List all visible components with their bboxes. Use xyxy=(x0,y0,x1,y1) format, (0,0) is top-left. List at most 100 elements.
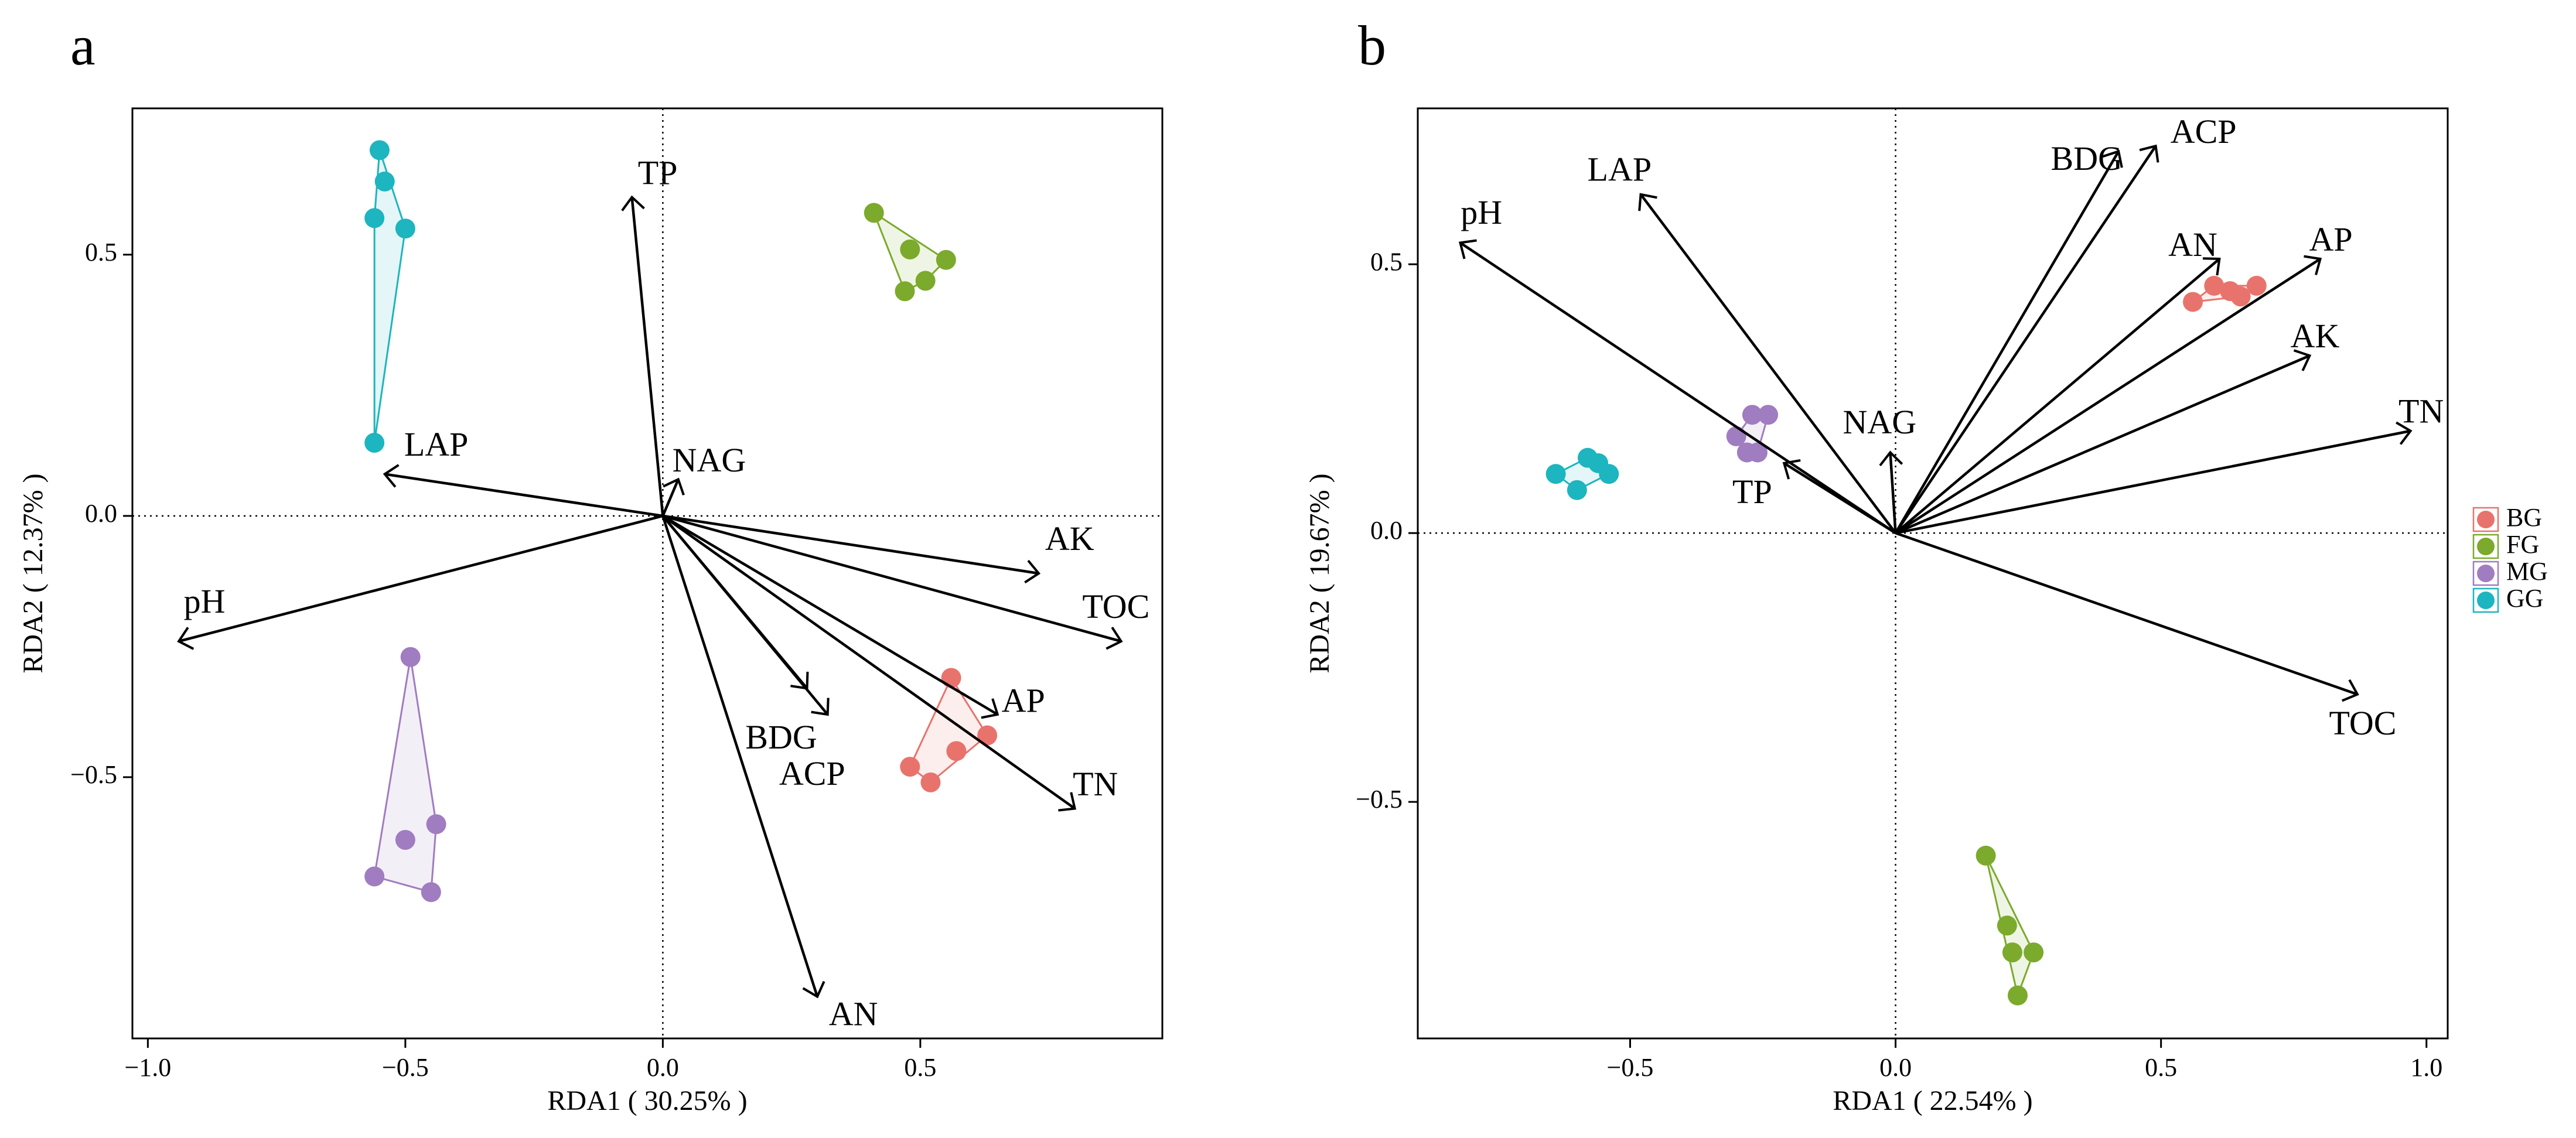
point-bg xyxy=(900,757,920,777)
x-tick-label: 0.5 xyxy=(904,1053,936,1082)
vector-label-tp: TP xyxy=(1732,473,1772,511)
vector-label-an: AN xyxy=(2168,225,2217,264)
x-tick-label: 1.0 xyxy=(2410,1053,2442,1082)
vector-label-nag: NAG xyxy=(1843,403,1917,441)
point-gg xyxy=(1545,464,1566,484)
vector-bdg xyxy=(1894,149,2123,534)
y-axis-ticks-b: −0.5 0.0 0.5 xyxy=(1356,247,1418,814)
y-tick-label: −0.5 xyxy=(70,760,117,789)
legend-key-mg xyxy=(2472,561,2499,586)
vector-label-tn: TN xyxy=(1073,765,1118,803)
point-bg xyxy=(2230,286,2251,307)
legend-swatch-gg xyxy=(2477,592,2495,609)
vector-label-toc: TOC xyxy=(1082,587,1149,626)
point-mg xyxy=(1758,405,1779,425)
hull-gg xyxy=(373,149,407,443)
point-fg xyxy=(2007,985,2028,1006)
y-tick-label: 0.0 xyxy=(1370,516,1403,545)
point-gg xyxy=(364,208,385,228)
vector-an xyxy=(1895,257,2221,534)
vector-label-tn: TN xyxy=(2398,392,2444,430)
panel-letter-b: b xyxy=(1358,14,1386,77)
y-tick-label: 0.0 xyxy=(85,499,117,528)
vector-nag xyxy=(661,477,685,517)
vector-label-ph: pH xyxy=(184,582,226,620)
vector-tp xyxy=(1782,459,1896,535)
zero-guides-a xyxy=(132,108,1162,1038)
point-bg xyxy=(2246,275,2267,296)
vector-ph xyxy=(177,514,663,650)
vector-ap xyxy=(1895,255,2322,535)
point-gg xyxy=(1567,480,1587,500)
legend-swatch-fg xyxy=(2477,538,2495,555)
point-gg xyxy=(395,218,415,239)
sample-points-a xyxy=(364,140,998,903)
vector-label-bdg: BDG xyxy=(2051,139,2123,177)
vector-label-ph: pH xyxy=(1461,193,1502,231)
vector-lap xyxy=(383,464,663,518)
vector-ak xyxy=(1895,349,2312,535)
x-tick-label: 0.0 xyxy=(1879,1053,1912,1082)
panel-letter-a: a xyxy=(70,14,95,77)
point-mg xyxy=(1742,405,1762,425)
zero-guides-b xyxy=(1418,108,2448,1038)
legend-label-mg: MG xyxy=(2506,557,2548,586)
point-mg xyxy=(400,647,421,667)
legend-label-gg: GG xyxy=(2506,584,2544,613)
env-vector-labels-b: pH LAP BDG ACP AN AP AK TN NAG TP TOC xyxy=(1461,112,2444,742)
x-tick-label: −0.5 xyxy=(1607,1053,1654,1082)
point-bg xyxy=(920,772,941,792)
hull-mg xyxy=(373,657,438,894)
point-fg xyxy=(900,239,920,259)
vector-nag xyxy=(1879,450,1903,534)
vector-label-acp: ACP xyxy=(2171,112,2237,151)
point-bg xyxy=(2183,292,2203,312)
point-mg xyxy=(364,866,385,887)
vector-label-ap: AP xyxy=(2309,220,2353,258)
point-mg xyxy=(395,829,415,850)
vector-label-toc: TOC xyxy=(2329,704,2397,742)
point-fg xyxy=(1975,845,1996,866)
x-tick-label: −1.0 xyxy=(124,1053,171,1082)
x-tick-label: 0.5 xyxy=(2145,1053,2177,1082)
env-vectors-b xyxy=(1458,144,2413,702)
vector-ak xyxy=(663,514,1041,584)
legend-key-gg xyxy=(2472,587,2499,613)
legend-key-bg xyxy=(2472,507,2499,532)
point-fg xyxy=(1997,915,2017,936)
panel-b: b pH LAP BDG ACP AN AP AK TN NAG TP TOC −0.5 0.0 0.5… xyxy=(1304,14,2449,1116)
vector-ph xyxy=(1458,239,1896,535)
legend-label-fg: FG xyxy=(2506,530,2539,559)
point-gg xyxy=(364,432,385,453)
point-fg xyxy=(915,271,936,291)
hull-bg xyxy=(909,676,989,784)
vector-acp xyxy=(661,515,830,716)
y-tick-label: 0.5 xyxy=(1370,247,1403,276)
vector-label-ap: AP xyxy=(1002,681,1045,719)
vector-label-lap: LAP xyxy=(1588,150,1652,188)
vector-toc xyxy=(662,514,1123,650)
point-fg xyxy=(2002,942,2022,963)
vector-toc xyxy=(1895,532,2359,702)
vector-tn xyxy=(1895,421,2413,535)
point-fg xyxy=(895,281,915,302)
env-vectors-a xyxy=(177,195,1123,999)
vector-an xyxy=(661,515,825,999)
point-gg xyxy=(374,171,395,192)
point-bg xyxy=(977,725,998,746)
vector-ap xyxy=(662,514,999,719)
vector-lap xyxy=(1638,193,1897,534)
point-gg xyxy=(1599,464,1619,484)
x-axis-ticks-a: −1.0 −0.5 0.0 0.5 xyxy=(124,1038,936,1082)
vector-label-nag: NAG xyxy=(673,441,746,479)
vector-label-ak: AK xyxy=(2291,317,2340,355)
y-axis-title-a: RDA2 ( 12.37% ) xyxy=(18,473,49,673)
sample-points-b xyxy=(1545,275,2267,1006)
x-axis-title-a: RDA1 ( 30.25% ) xyxy=(547,1085,747,1116)
vector-label-lap: LAP xyxy=(404,425,469,463)
plot-frame-a xyxy=(131,107,1164,1040)
point-mg xyxy=(426,814,446,835)
